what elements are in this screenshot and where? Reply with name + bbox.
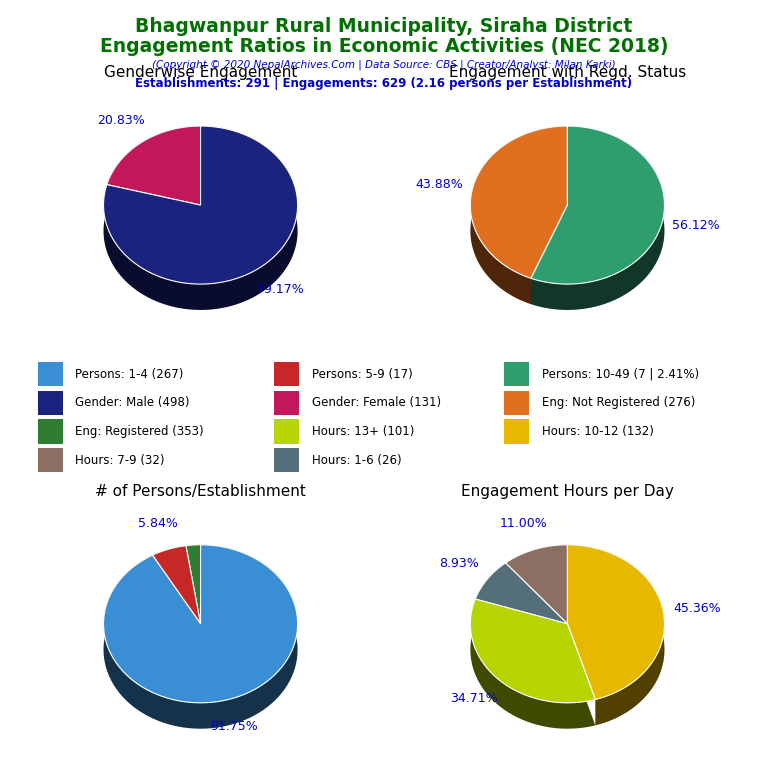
Bar [504, 391, 529, 415]
Text: Hours: 13+ (101): Hours: 13+ (101) [312, 425, 414, 438]
Polygon shape [475, 563, 568, 650]
Bar [38, 448, 62, 472]
Text: Establishments: 291 | Engagements: 629 (2.16 persons per Establishment): Establishments: 291 | Engagements: 629 (… [135, 77, 633, 90]
Text: Gender: Male (498): Gender: Male (498) [75, 396, 190, 409]
Text: Eng: Registered (353): Eng: Registered (353) [75, 425, 204, 438]
Polygon shape [505, 545, 568, 650]
Bar [504, 419, 529, 444]
Text: Engagement Ratios in Economic Activities (NEC 2018): Engagement Ratios in Economic Activities… [100, 37, 668, 56]
Title: # of Persons/Establishment: # of Persons/Establishment [95, 484, 306, 499]
Bar [274, 362, 300, 386]
Text: Eng: Not Registered (276): Eng: Not Registered (276) [541, 396, 695, 409]
Polygon shape [531, 126, 664, 284]
Bar [38, 362, 62, 386]
Bar [504, 362, 529, 386]
Text: 20.83%: 20.83% [97, 114, 144, 127]
Text: 43.88%: 43.88% [415, 178, 462, 191]
Text: Hours: 1-6 (26): Hours: 1-6 (26) [312, 454, 402, 467]
Text: 91.75%: 91.75% [210, 720, 258, 733]
Bar [38, 419, 62, 444]
Text: 45.36%: 45.36% [674, 602, 721, 615]
Bar [274, 391, 300, 415]
Polygon shape [186, 545, 200, 624]
Polygon shape [104, 545, 298, 729]
Polygon shape [531, 126, 664, 310]
Polygon shape [153, 546, 200, 650]
Polygon shape [107, 126, 200, 231]
Polygon shape [470, 126, 568, 278]
Polygon shape [104, 545, 298, 703]
Text: 5.84%: 5.84% [137, 517, 177, 530]
Text: Hours: 7-9 (32): Hours: 7-9 (32) [75, 454, 164, 467]
Polygon shape [153, 546, 200, 624]
Text: 56.12%: 56.12% [672, 219, 720, 232]
Title: Genderwise Engagement: Genderwise Engagement [104, 65, 297, 81]
Text: Persons: 10-49 (7 | 2.41%): Persons: 10-49 (7 | 2.41%) [541, 368, 699, 381]
Text: (Copyright © 2020 NepalArchives.Com | Data Source: CBS | Creator/Analyst: Milan : (Copyright © 2020 NepalArchives.Com | Da… [152, 60, 616, 71]
Title: Engagement with Regd. Status: Engagement with Regd. Status [449, 65, 686, 81]
Text: Gender: Female (131): Gender: Female (131) [312, 396, 441, 409]
Bar [274, 448, 300, 472]
Text: 11.00%: 11.00% [499, 517, 547, 530]
Polygon shape [568, 545, 664, 725]
Polygon shape [475, 563, 568, 624]
Polygon shape [186, 545, 200, 650]
Polygon shape [104, 126, 298, 284]
Polygon shape [104, 126, 298, 310]
Text: Hours: 10-12 (132): Hours: 10-12 (132) [541, 425, 654, 438]
Title: Engagement Hours per Day: Engagement Hours per Day [461, 484, 674, 499]
Polygon shape [505, 545, 568, 624]
Text: 8.93%: 8.93% [439, 557, 479, 570]
Polygon shape [568, 545, 664, 700]
Text: Bhagwanpur Rural Municipality, Siraha District: Bhagwanpur Rural Municipality, Siraha Di… [135, 17, 633, 36]
Bar [38, 391, 62, 415]
Text: 79.17%: 79.17% [257, 283, 304, 296]
Polygon shape [470, 126, 568, 304]
Text: Persons: 5-9 (17): Persons: 5-9 (17) [312, 368, 412, 381]
Polygon shape [107, 126, 200, 205]
Polygon shape [470, 599, 595, 729]
Text: 34.71%: 34.71% [450, 692, 498, 705]
Polygon shape [470, 599, 595, 703]
Text: Persons: 1-4 (267): Persons: 1-4 (267) [75, 368, 184, 381]
Bar [274, 419, 300, 444]
